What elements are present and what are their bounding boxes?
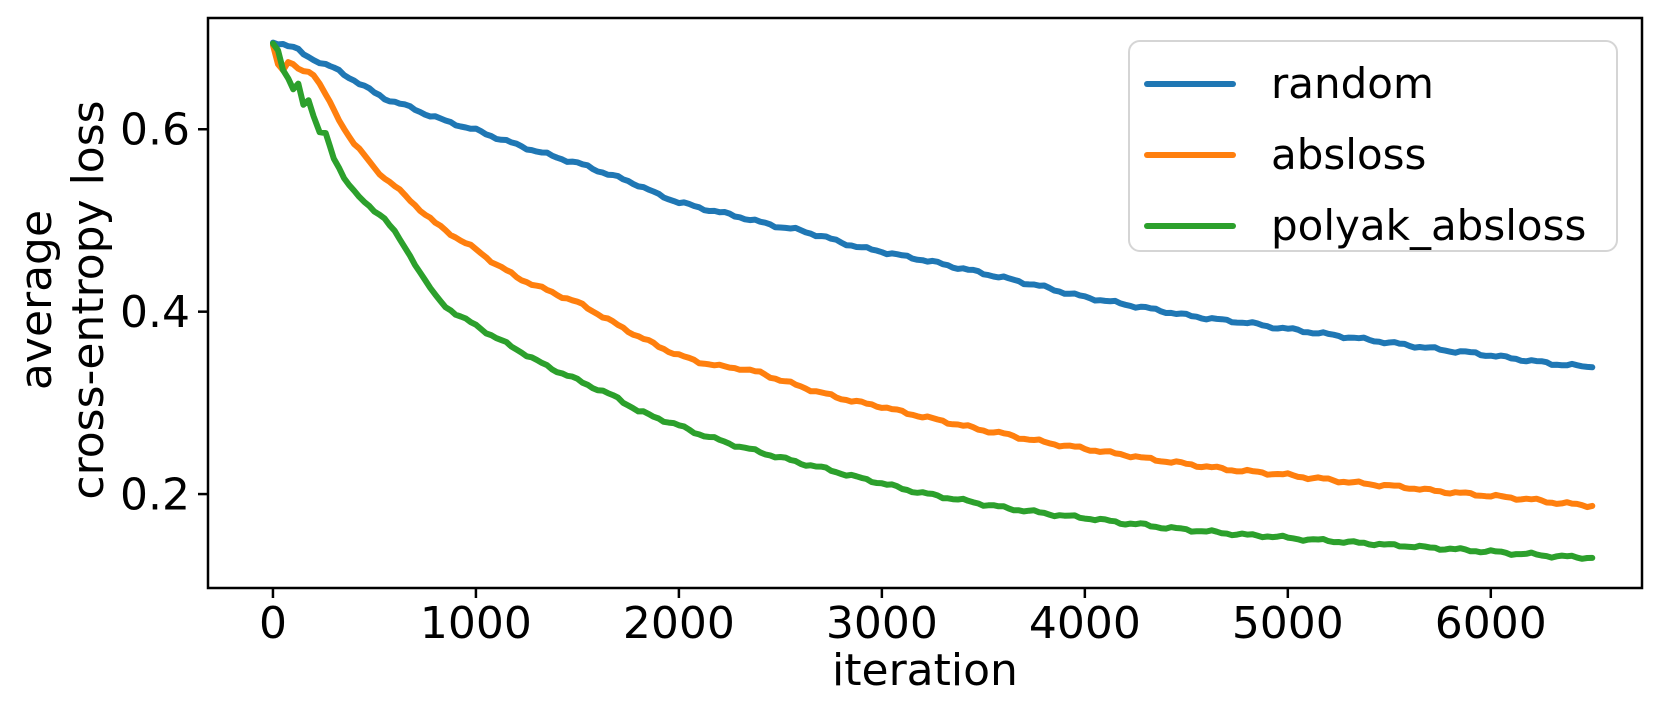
legend-label-random: random bbox=[1271, 59, 1434, 108]
legend-entry-absloss: absloss bbox=[1130, 119, 1616, 190]
y-axis-label-line2: cross-entropy loss bbox=[63, 100, 114, 500]
plot-frame bbox=[206, 16, 1644, 590]
x-tick-label: 0 bbox=[259, 598, 287, 649]
x-axis-label: iteration bbox=[832, 645, 1018, 696]
x-tick-label: 1000 bbox=[420, 598, 532, 649]
y-tick-label: 0.6 bbox=[120, 105, 190, 156]
y-tick-label: 0.2 bbox=[120, 469, 190, 520]
series-lines bbox=[270, 39, 1596, 562]
y-axis-label: average cross-entropy loss bbox=[11, 60, 115, 540]
legend-label-absloss: absloss bbox=[1271, 130, 1427, 179]
legend-swatch-absloss bbox=[1144, 151, 1236, 158]
x-tick-label: 6000 bbox=[1435, 598, 1547, 649]
legend: random absloss polyak_absloss bbox=[1128, 40, 1618, 252]
legend-swatch-random bbox=[1144, 80, 1236, 87]
series-line-polyak_absloss bbox=[270, 40, 1596, 562]
tick-labels: 0 1000 2000 3000 4000 5000 6000 0.2 0.4 0.6 bbox=[120, 105, 1547, 649]
axes-spines bbox=[206, 16, 1644, 590]
legend-label-polyak-absloss: polyak_absloss bbox=[1271, 201, 1587, 250]
x-tick-label: 4000 bbox=[1029, 598, 1141, 649]
y-axis-label-line1: average bbox=[11, 209, 62, 391]
tick-marks bbox=[198, 128, 1493, 598]
x-tick-label: 5000 bbox=[1232, 598, 1344, 649]
x-tick-label: 2000 bbox=[623, 598, 735, 649]
y-tick-label: 0.4 bbox=[120, 287, 190, 338]
x-tick-label: 3000 bbox=[826, 598, 938, 649]
series-line-absloss bbox=[270, 42, 1596, 511]
legend-swatch-polyak-absloss bbox=[1144, 222, 1236, 229]
series-line-random bbox=[270, 39, 1596, 371]
legend-entry-polyak-absloss: polyak_absloss bbox=[1130, 190, 1616, 261]
legend-entry-random: random bbox=[1130, 48, 1616, 119]
